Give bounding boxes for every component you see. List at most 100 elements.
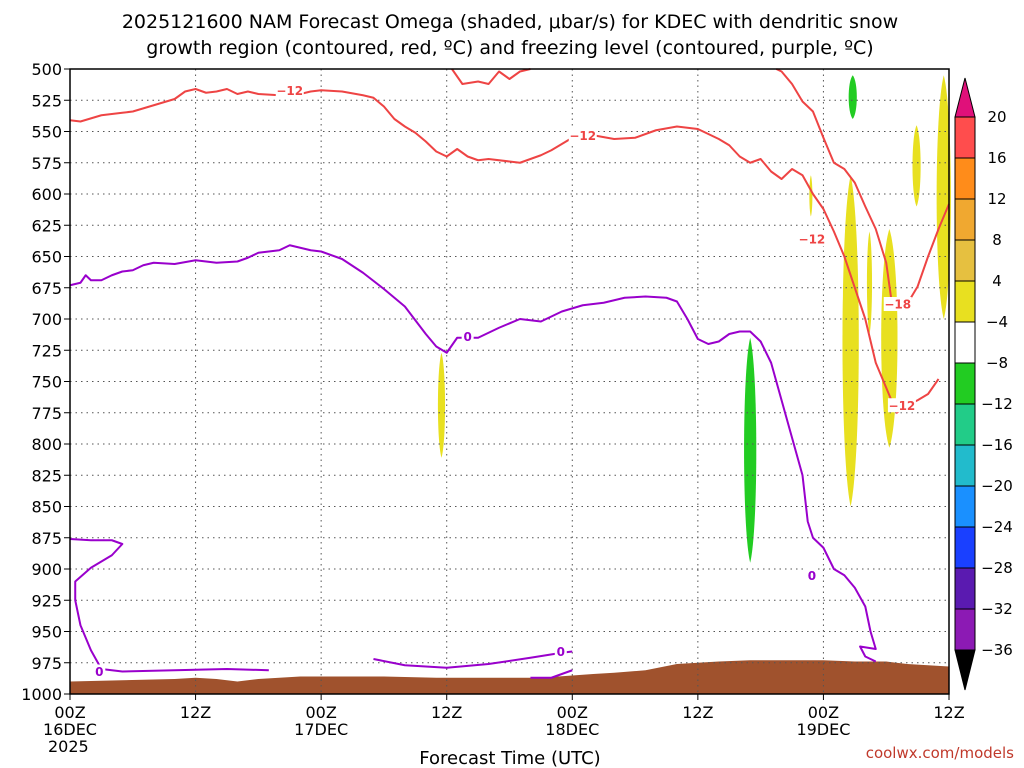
y-tick-label-800: 800 (31, 435, 62, 454)
contour-label-3: −18 (884, 298, 911, 312)
colorbar-label-3: 8 (992, 231, 1002, 249)
y-tick-label-950: 950 (31, 623, 62, 642)
colorbar-label-5: −4 (986, 313, 1008, 331)
freezing-contour-6 (530, 669, 573, 679)
x-tick-label-24-2: 17DEC (294, 720, 348, 739)
x-tick-label-60-1: 12Z (682, 703, 713, 722)
omega-region-12 (881, 229, 898, 448)
contour-layer (69, 68, 950, 679)
colorbar: 20 16 12 8 4 −4 −8 −12 −16 −20 −24 −28 −32 −36 (954, 77, 1013, 691)
omega-region-0 (435, 127, 448, 276)
y-tick-label-550: 550 (31, 123, 62, 142)
colorbar-segment-7 (954, 403, 976, 446)
colorbar-label-7: −12 (981, 395, 1013, 413)
colorbar-label-13: −36 (981, 641, 1013, 659)
x-tick-label-24-1: 00Z (305, 703, 336, 722)
freezing-contour-4 (69, 538, 269, 673)
dgz-contour-2 (775, 68, 950, 305)
colorbar-segment-0 (954, 116, 976, 159)
x-tick-label-36-1: 12Z (431, 703, 462, 722)
freezing-contour-3 (69, 244, 877, 663)
contour-label-6: 0 (808, 569, 816, 583)
colorbar-label-0: 20 (987, 108, 1006, 126)
y-tick-label-875: 875 (31, 529, 62, 548)
contour-label-bg-0 (275, 83, 304, 98)
credit-text: coolwx.com/models (866, 744, 1014, 762)
colorbar-segment-2 (954, 198, 976, 241)
x-axis-label: Forecast Time (UTC) (419, 748, 600, 768)
contour-label-5: 0 (463, 330, 471, 344)
contour-label-bg-7 (93, 664, 106, 679)
colorbar-segment-1 (954, 157, 976, 200)
y-tick-label-850: 850 (31, 498, 62, 517)
contour-label-4: −12 (889, 399, 916, 413)
y-tick-label-775: 775 (31, 404, 62, 423)
omega-shading-layer (435, 69, 951, 588)
terrain-area (70, 660, 949, 694)
omega-region-9 (842, 175, 859, 507)
colorbar-segment-5 (954, 321, 976, 364)
x-tick-label-72-2: 19DEC (796, 720, 850, 739)
omega-region-11 (866, 231, 873, 334)
y-tick-label-700: 700 (31, 310, 62, 329)
y-tick-label-600: 600 (31, 185, 62, 204)
colorbar-label-8: −16 (981, 436, 1013, 454)
x-tick-label-72-1: 00Z (808, 703, 839, 722)
terrain-layer (70, 660, 949, 694)
grid-layer (70, 69, 949, 694)
colorbar-bottom-cap (954, 649, 976, 691)
omega-region-6 (809, 69, 817, 142)
contour-label-bg-6 (805, 568, 818, 583)
y-axis: 500 525 550 575 600 625 650 675 700 725 750 775 800 8… (21, 60, 70, 704)
chart-title-line1: 2025121600 NAM Forecast Omega (shaded, μ… (122, 11, 898, 33)
colorbar-segment-10 (954, 526, 976, 569)
contour-label-bg-8 (554, 644, 567, 659)
omega-region-14 (936, 75, 951, 319)
chart-title-line2: growth region (contoured, red, ºC) and f… (146, 37, 873, 59)
y-tick-label-975: 975 (31, 654, 62, 673)
y-tick-label-825: 825 (31, 466, 62, 485)
colorbar-segment-6 (954, 362, 976, 405)
y-tick-label-575: 575 (31, 154, 62, 173)
colorbar-label-2: 12 (987, 190, 1006, 208)
colorbar-segment-11 (954, 567, 976, 610)
contour-label-bg-1 (568, 128, 597, 143)
x-tick-label-0-3: 2025 (48, 737, 89, 756)
contour-label-8: 0 (557, 645, 565, 659)
omega-region-10 (839, 285, 843, 307)
y-tick-label-675: 675 (31, 279, 62, 298)
y-tick-label-625: 625 (31, 216, 62, 235)
omega-region-2 (718, 281, 736, 572)
colorbar-label-9: −20 (981, 477, 1013, 495)
omega-region-1 (437, 352, 446, 458)
colorbar-label-12: −32 (981, 600, 1013, 618)
dgz-contour-0 (69, 88, 940, 414)
y-tick-label-725: 725 (31, 341, 62, 360)
contour-label-layer: −12 −12 −12 −18 −12 0 0 0 0 (93, 83, 916, 679)
y-tick-label-750: 750 (31, 373, 62, 392)
y-tick-label-650: 650 (31, 248, 62, 267)
colorbar-label-11: −28 (981, 559, 1013, 577)
x-tick-label-12-1: 12Z (180, 703, 211, 722)
omega-region-5 (778, 512, 791, 576)
omega-region-8 (848, 75, 857, 119)
x-tick-label-0-1: 00Z (54, 703, 85, 722)
contour-label-1: −12 (569, 129, 596, 143)
y-tick-label-1000: 1000 (21, 685, 62, 704)
colorbar-segment-9 (954, 485, 976, 528)
contour-label-bg-3 (883, 297, 912, 311)
y-tick-label-925: 925 (31, 591, 62, 610)
dgz-contour-1 (451, 68, 531, 85)
x-tick-label-48-1: 00Z (557, 703, 588, 722)
contour-label-2: −12 (799, 233, 826, 247)
contour-label-0: −12 (276, 84, 303, 98)
colorbar-segment-3 (954, 239, 976, 282)
colorbar-label-10: −24 (981, 518, 1013, 536)
omega-region-15 (809, 175, 813, 217)
contour-label-7: 0 (95, 665, 103, 679)
colorbar-label-4: 4 (992, 272, 1002, 290)
y-tick-label-525: 525 (31, 91, 62, 110)
